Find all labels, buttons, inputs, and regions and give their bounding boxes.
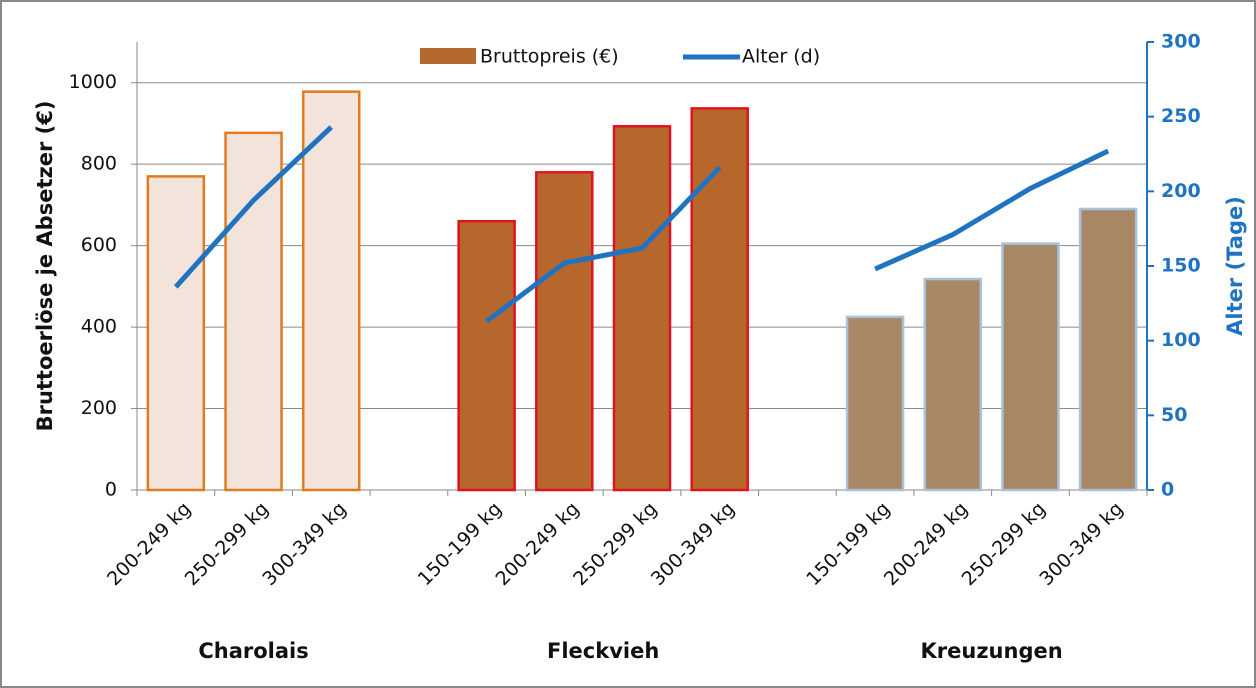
y2-tick-label: 200 — [1161, 180, 1201, 202]
y-tick-label: 600 — [81, 234, 117, 256]
y2-tick-label: 150 — [1161, 255, 1201, 277]
bar — [148, 176, 204, 490]
legend-label: Bruttopreis (€) — [480, 46, 619, 68]
bar — [226, 133, 282, 490]
y2-label: Alter (Tage) — [1223, 196, 1247, 336]
y2-tick-label: 0 — [1161, 479, 1174, 501]
page: Bruttoerlöse je Absetzer (€) Alter (Tage… — [0, 0, 1256, 688]
bar — [614, 126, 670, 490]
group-label: Fleckvieh — [547, 639, 659, 663]
y-tick-label: 0 — [105, 479, 117, 501]
bar — [303, 92, 359, 490]
y2-tick-label: 50 — [1161, 404, 1187, 426]
bar — [925, 279, 981, 490]
y2-tick-label: 300 — [1161, 31, 1201, 53]
y2-tick-label: 100 — [1161, 329, 1201, 351]
y-tick-label: 200 — [81, 397, 117, 419]
bar — [1080, 209, 1136, 490]
group-label: Charolais — [198, 639, 308, 663]
y-tick-label: 800 — [81, 153, 117, 175]
y-tick-label: 1000 — [69, 71, 117, 93]
bar — [536, 172, 592, 490]
y-tick-label: 400 — [81, 316, 117, 338]
group-label: Kreuzungen — [921, 639, 1063, 663]
bar — [459, 221, 515, 490]
chart: Bruttoerlöse je Absetzer (€) Alter (Tage… — [0, 0, 1256, 688]
y2-tick-label: 250 — [1161, 105, 1201, 127]
legend-label: Alter (d) — [742, 46, 820, 68]
y-label: Bruttoerlöse je Absetzer (€) — [33, 101, 57, 432]
bar — [1002, 244, 1058, 490]
bar — [692, 108, 748, 490]
legend-swatch — [420, 48, 476, 64]
bar — [847, 317, 903, 490]
